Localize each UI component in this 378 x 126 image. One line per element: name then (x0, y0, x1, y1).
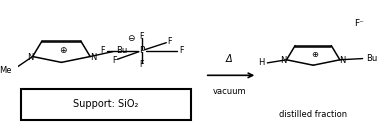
Text: N: N (280, 56, 287, 65)
Text: Me: Me (0, 66, 12, 75)
Text: N: N (26, 53, 33, 62)
Text: F: F (101, 46, 105, 55)
Text: Bu: Bu (366, 54, 377, 63)
Text: F: F (179, 46, 183, 55)
Text: Support: SiO₂: Support: SiO₂ (73, 99, 139, 109)
Text: ⊖: ⊖ (128, 34, 135, 43)
Text: F⁻: F⁻ (354, 19, 364, 28)
Text: P: P (139, 46, 144, 55)
Text: ⊕: ⊕ (59, 46, 67, 55)
Text: F: F (139, 60, 144, 69)
Text: Δ: Δ (226, 54, 232, 64)
Text: F: F (112, 56, 117, 65)
FancyBboxPatch shape (21, 89, 191, 120)
Text: N: N (339, 56, 346, 65)
Text: N: N (90, 53, 96, 62)
Text: F: F (167, 37, 172, 46)
Text: distilled fraction: distilled fraction (279, 110, 347, 119)
Text: Bu: Bu (116, 46, 128, 55)
Text: vacuum: vacuum (212, 87, 246, 96)
Text: H: H (258, 58, 264, 67)
Text: F: F (139, 32, 144, 41)
Text: ⊕: ⊕ (311, 50, 318, 59)
